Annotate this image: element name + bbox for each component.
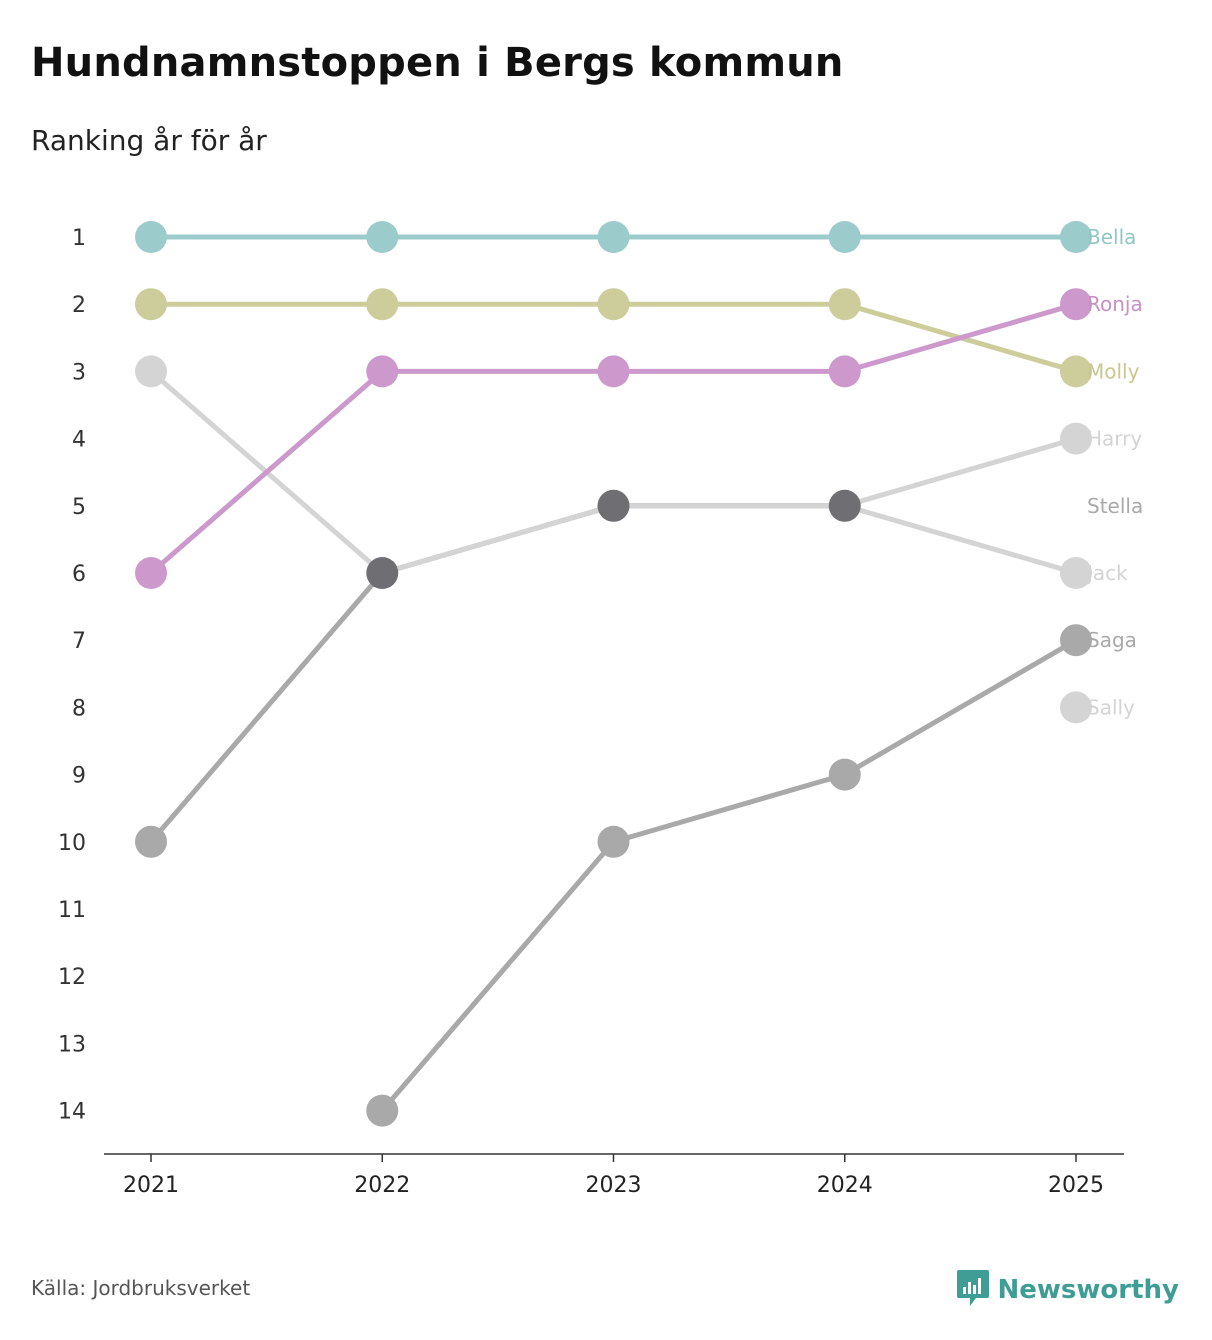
y-tick-label-11: 11 (58, 898, 86, 923)
y-tick-label-12: 12 (58, 965, 86, 990)
series-label-stella: Stella (1087, 494, 1143, 518)
y-tick-label-13: 13 (58, 1032, 86, 1057)
y-tick-label-1: 1 (72, 226, 86, 251)
y-tick-label-8: 8 (72, 696, 86, 721)
point-saga-2022[interactable] (366, 1094, 399, 1127)
series-label-harry: Harry (1087, 427, 1142, 451)
y-tick-label-9: 9 (72, 764, 86, 789)
point-saga-2023[interactable] (597, 825, 630, 858)
x-tick-label-2022: 2022 (354, 1173, 410, 1198)
x-tick-label-2024: 2024 (817, 1173, 873, 1198)
x-tick-label-2025: 2025 (1048, 1173, 1104, 1198)
point-bella-2023[interactable] (597, 221, 630, 253)
point-jack-2021[interactable] (135, 355, 167, 388)
x-axis: 2021 2022 2023 2024 2025 (104, 1153, 1124, 1198)
y-tick-label-3: 3 (72, 360, 86, 385)
chart-title: Hundnamnstoppen i Bergs kommun (31, 40, 844, 86)
point-molly-2025[interactable] (1060, 355, 1092, 388)
series-label-jack: Jack (1085, 561, 1128, 585)
point-ronja-2022[interactable] (366, 355, 399, 388)
point-ronja-2024[interactable] (828, 355, 861, 388)
series-label-bella: Bella (1087, 225, 1136, 249)
series-points (135, 221, 1092, 1127)
point-molly-2023[interactable] (597, 288, 630, 321)
y-tick-label-5: 5 (72, 495, 86, 520)
y-tick-label-4: 4 (72, 428, 86, 453)
line-stella (148, 503, 848, 845)
point-molly-2022[interactable] (366, 288, 399, 321)
point-jack-2024[interactable] (828, 489, 861, 522)
x-tick-label-2021: 2021 (123, 1173, 179, 1198)
line-saga (379, 637, 1079, 1114)
chart-subtitle: Ranking år för år (31, 124, 267, 157)
series-labels: Jack Sally Stella Harry Saga Molly Ronja Bella (1085, 225, 1143, 719)
point-stella-2021[interactable] (135, 825, 167, 858)
point-ronja-2025[interactable] (1060, 288, 1092, 321)
point-bella-2025[interactable] (1060, 221, 1092, 253)
point-bella-2022[interactable] (366, 221, 399, 253)
point-bella-2021[interactable] (135, 221, 167, 253)
y-tick-label-7: 7 (72, 629, 86, 654)
point-ronja-2021[interactable] (135, 557, 167, 589)
x-tick-label-2023: 2023 (586, 1173, 642, 1198)
point-saga-2024[interactable] (828, 758, 861, 791)
series-label-sally: Sally (1087, 695, 1135, 719)
point-saga-2025[interactable] (1060, 624, 1092, 657)
brand-name: Newsworthy (997, 1275, 1179, 1305)
point-molly-2021[interactable] (135, 288, 167, 321)
series-label-molly: Molly (1087, 359, 1140, 383)
y-tick-label-2: 2 (72, 293, 86, 318)
point-molly-2024[interactable] (828, 288, 861, 321)
y-tick-label-10: 10 (58, 831, 86, 856)
y-tick-label-6: 6 (72, 562, 86, 587)
line-jack (148, 368, 1079, 576)
point-jack-2022[interactable] (366, 557, 399, 589)
point-jack-2025[interactable] (1060, 557, 1092, 589)
point-sally-2025[interactable] (1060, 691, 1092, 724)
source-note: Källa: Jordbruksverket (31, 1276, 251, 1300)
series-label-ronja: Ronja (1087, 292, 1143, 316)
brand-logo[interactable]: Newsworthy (956, 1268, 1179, 1312)
y-tick-label-14: 14 (58, 1100, 86, 1125)
point-harry-2025[interactable] (1060, 422, 1092, 455)
newsworthy-logo-icon (956, 1268, 990, 1312)
line-harry (379, 436, 1079, 576)
series-label-saga: Saga (1087, 628, 1137, 652)
point-jack-2023[interactable] (597, 489, 630, 522)
point-bella-2024[interactable] (828, 221, 861, 253)
point-ronja-2023[interactable] (597, 355, 630, 388)
